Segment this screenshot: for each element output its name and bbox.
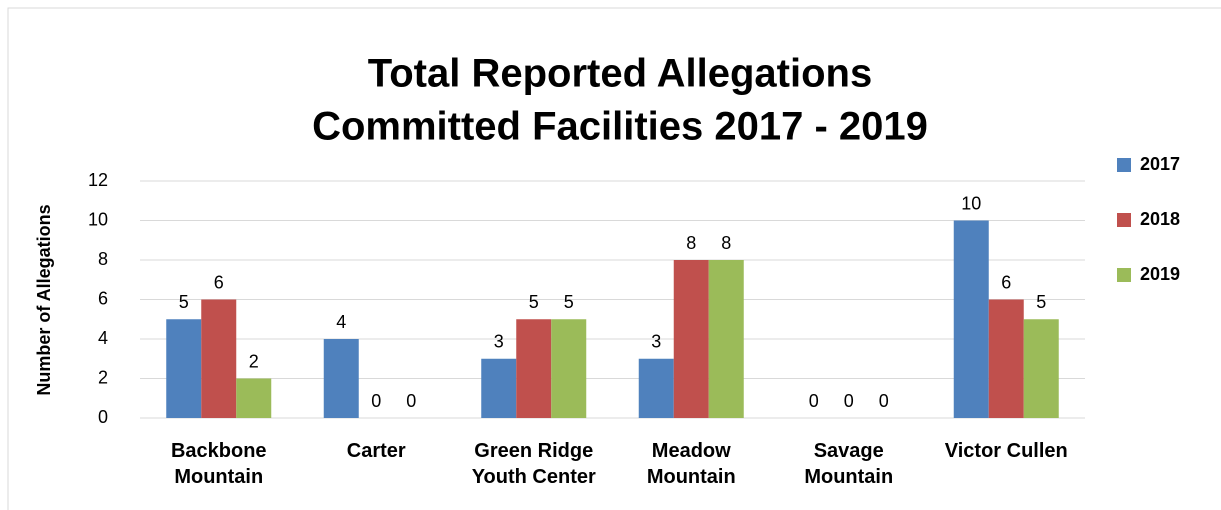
y-tick-label: 4: [98, 328, 108, 348]
legend-label: 2017: [1140, 154, 1180, 174]
y-tick-label: 2: [98, 367, 108, 387]
x-tick-label: Meadow Mountain: [646, 440, 736, 488]
data-label: 3: [651, 332, 661, 352]
bar: [1023, 319, 1059, 418]
bar: [166, 319, 202, 418]
legend-label: 2019: [1140, 264, 1180, 284]
data-label: 0: [879, 391, 889, 411]
chart-border: [7, 7, 1221, 510]
data-label: 5: [1036, 292, 1046, 312]
y-tick-label: 0: [98, 407, 108, 427]
bar: [638, 358, 674, 418]
y-axis-label: Number of Allegations: [34, 204, 54, 395]
bar: [236, 378, 272, 418]
data-label: 5: [564, 292, 574, 312]
legend-swatch: [1117, 213, 1131, 227]
y-tick-label: 12: [88, 170, 108, 190]
bar: [708, 260, 744, 418]
data-label: 6: [1001, 272, 1011, 292]
legend-swatch: [1117, 158, 1131, 172]
bar: [201, 299, 237, 418]
data-label: 8: [721, 233, 731, 253]
legend-label: 2018: [1140, 209, 1180, 229]
data-label: 0: [371, 391, 381, 411]
bar: [953, 220, 989, 418]
data-label: 2: [249, 351, 259, 371]
y-tick-label: 10: [88, 209, 108, 229]
x-tick-label: Victor Cullen: [944, 440, 1068, 462]
y-tick-label: 6: [98, 288, 108, 308]
bar: [988, 299, 1024, 418]
x-tick-label: Green Ridge Youth Center: [471, 440, 596, 488]
data-label: 8: [686, 233, 696, 253]
bar: [673, 260, 709, 418]
data-label: 5: [529, 292, 539, 312]
data-label: 0: [809, 391, 819, 411]
chart-title: Committed Facilities 2017 - 2019: [312, 105, 928, 149]
bar: [516, 319, 552, 418]
x-tick-label: Backbone Mountain: [170, 440, 267, 488]
x-tick-label: Carter: [346, 440, 406, 462]
data-label: 0: [406, 391, 416, 411]
data-label: 5: [179, 292, 189, 312]
y-tick-label: 8: [98, 249, 108, 269]
data-label: 4: [336, 312, 346, 332]
chart-title: Total Reported Allegations: [368, 52, 872, 96]
x-tick-label: Savage Mountain: [804, 440, 894, 488]
legend-swatch: [1117, 268, 1131, 282]
bar: [551, 319, 587, 418]
data-label: 3: [494, 332, 504, 352]
bar: [323, 339, 359, 418]
data-label: 10: [961, 193, 981, 213]
bar: [481, 358, 517, 418]
data-label: 0: [844, 391, 854, 411]
data-label: 6: [214, 272, 224, 292]
